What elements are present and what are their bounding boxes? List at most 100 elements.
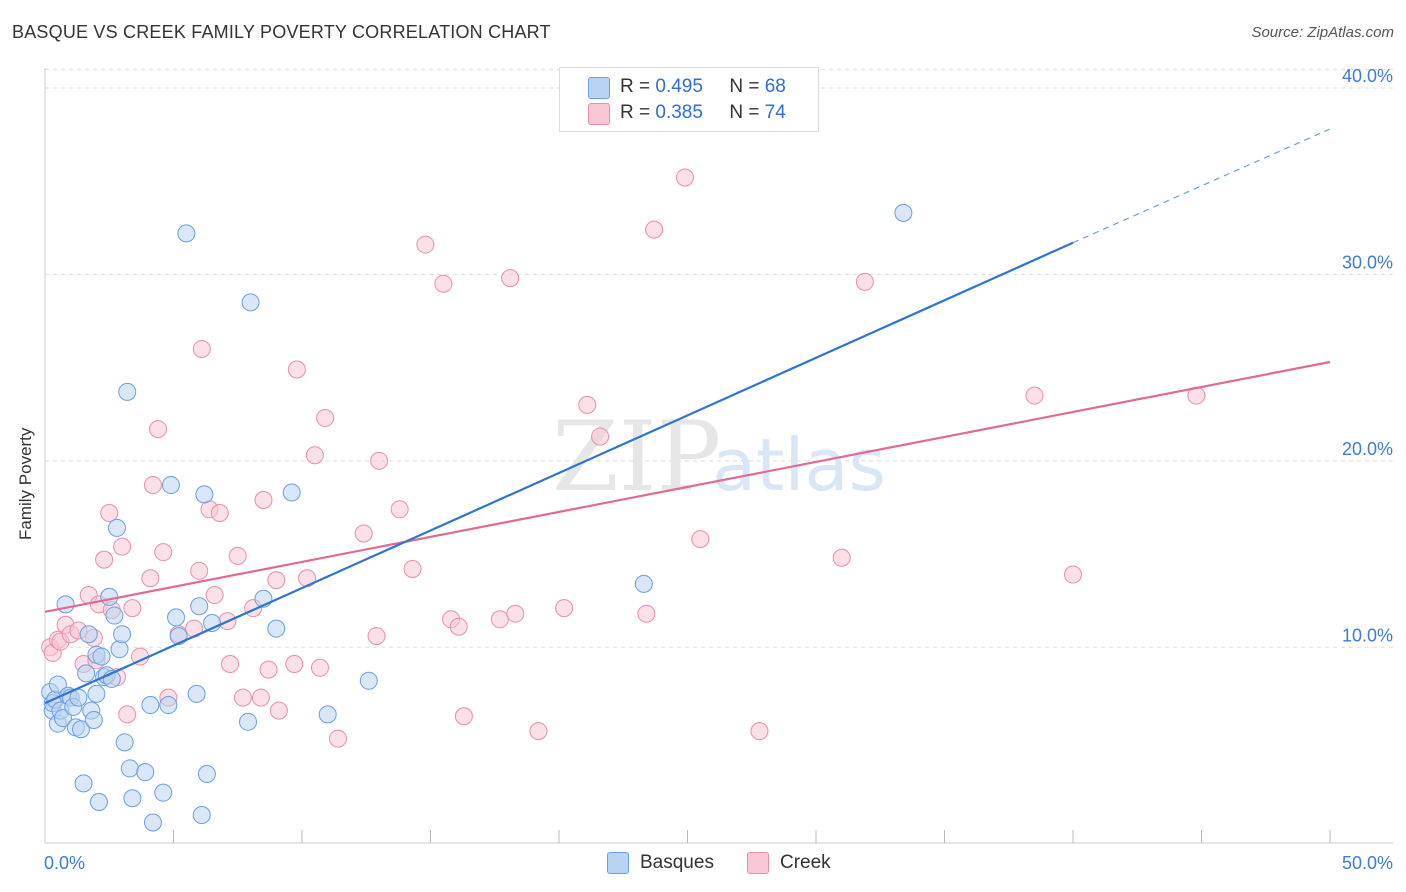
creek-point bbox=[95, 550, 114, 569]
basques-r-value: 0.495 bbox=[655, 76, 703, 97]
creek-point bbox=[305, 446, 324, 465]
creek-point bbox=[529, 722, 548, 741]
basques-point bbox=[118, 382, 137, 401]
basques-point bbox=[48, 675, 67, 694]
creek-r-label: R = bbox=[620, 102, 651, 123]
basques-point bbox=[154, 783, 173, 802]
basques-point bbox=[53, 709, 72, 728]
creek-point bbox=[123, 599, 142, 618]
basques-trend-line bbox=[44, 241, 1074, 705]
basques-point bbox=[190, 597, 209, 616]
basques-point bbox=[282, 483, 301, 502]
creek-point bbox=[434, 274, 453, 293]
basques-point bbox=[74, 774, 93, 793]
creek-point bbox=[143, 476, 162, 495]
creek-point bbox=[490, 610, 509, 629]
creek-point bbox=[328, 729, 347, 748]
creek-point bbox=[154, 543, 173, 562]
creek-point bbox=[259, 660, 278, 679]
creek-legend-label: Creek bbox=[780, 852, 831, 873]
basques-point bbox=[123, 789, 142, 808]
basques-point bbox=[105, 606, 124, 625]
creek-point bbox=[118, 705, 137, 724]
basques-point bbox=[84, 710, 103, 729]
basques-point bbox=[89, 792, 108, 811]
basques-r-label: R = bbox=[620, 76, 651, 97]
creek-n-value: 74 bbox=[764, 102, 786, 123]
source-label: Source: ZipAtlas.com bbox=[1251, 24, 1394, 41]
creek-point bbox=[233, 688, 252, 707]
basques-point bbox=[195, 485, 214, 504]
correlation-legend: R = 0.495 N = 68 R = 0.385 N = 74 bbox=[559, 67, 819, 132]
y-tick-label: 40.0% bbox=[1342, 66, 1393, 86]
creek-point bbox=[832, 548, 851, 567]
creek-point bbox=[192, 339, 211, 358]
basques-legend-swatch bbox=[607, 852, 629, 874]
creek-point bbox=[190, 561, 209, 580]
creek-point bbox=[691, 530, 710, 549]
basques-point bbox=[359, 671, 378, 690]
creek-point bbox=[370, 451, 389, 470]
creek-point bbox=[403, 559, 422, 578]
basques-point bbox=[159, 696, 178, 715]
creek-point bbox=[205, 586, 224, 605]
creek-point bbox=[449, 617, 468, 636]
creek-r-value: 0.385 bbox=[655, 102, 703, 123]
creek-point bbox=[390, 500, 409, 519]
creek-point bbox=[645, 220, 664, 239]
creek-point bbox=[316, 408, 335, 427]
creek-point bbox=[210, 504, 229, 523]
basques-point bbox=[318, 705, 337, 724]
basques-stats: R = 0.495 N = 68 bbox=[620, 76, 786, 98]
creek-point bbox=[454, 707, 473, 726]
basques-point bbox=[241, 293, 260, 312]
basques-point bbox=[267, 619, 286, 638]
creek-point bbox=[367, 627, 386, 646]
creek-point bbox=[269, 701, 288, 720]
creek-trend-line bbox=[44, 360, 1331, 613]
creek-point bbox=[251, 688, 270, 707]
creek-points bbox=[41, 168, 1206, 748]
chart-title: BASQUE VS CREEK FAMILY POVERTY CORRELATI… bbox=[12, 22, 551, 42]
tick-labels: 10.0% 20.0% 30.0% 40.0% 0.0% 50.0% bbox=[44, 66, 1393, 873]
basques-trend-extension bbox=[1072, 128, 1331, 244]
creek-point bbox=[228, 546, 247, 565]
creek-point bbox=[267, 571, 286, 590]
creek-point bbox=[354, 524, 373, 543]
basques-point bbox=[161, 476, 180, 495]
creek-point bbox=[506, 604, 525, 623]
basques-point bbox=[192, 806, 211, 825]
creek-point bbox=[591, 427, 610, 446]
basques-point bbox=[167, 608, 186, 627]
creek-point bbox=[221, 655, 240, 674]
x-tick-label: 50.0% bbox=[1342, 853, 1393, 873]
y-tick-label: 20.0% bbox=[1342, 439, 1393, 459]
creek-point bbox=[675, 168, 694, 187]
creek-point bbox=[855, 272, 874, 291]
y-tick-label: 30.0% bbox=[1342, 252, 1393, 272]
basques-point bbox=[634, 574, 653, 593]
creek-point bbox=[637, 604, 656, 623]
basques-point bbox=[239, 712, 258, 731]
creek-point bbox=[287, 360, 306, 379]
creek-point bbox=[254, 490, 273, 509]
grid-layer bbox=[45, 68, 1393, 648]
watermark-zip: ZIP bbox=[552, 401, 721, 513]
basques-point bbox=[143, 813, 162, 832]
basques-point bbox=[177, 224, 196, 243]
basques-point bbox=[79, 625, 98, 644]
basques-point bbox=[100, 587, 119, 606]
basques-n-label: N = bbox=[729, 76, 760, 97]
basques-point bbox=[197, 765, 216, 784]
basques-point bbox=[71, 720, 90, 739]
creek-swatch bbox=[588, 103, 610, 125]
creek-point bbox=[578, 395, 597, 414]
basques-point bbox=[56, 595, 75, 614]
creek-point bbox=[141, 569, 160, 588]
creek-point bbox=[1064, 565, 1082, 584]
basques-swatch bbox=[588, 77, 610, 99]
creek-stats: R = 0.385 N = 74 bbox=[620, 102, 786, 124]
basques-point bbox=[107, 518, 126, 537]
y-tick-label: 10.0% bbox=[1342, 625, 1393, 645]
